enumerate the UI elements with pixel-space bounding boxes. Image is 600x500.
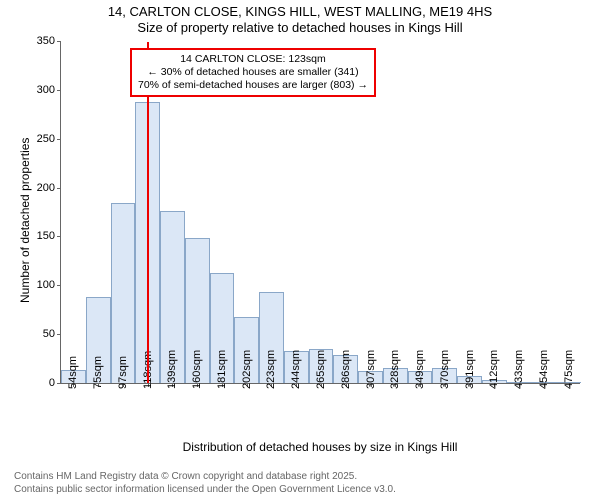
x-tick: 328sqm <box>389 350 401 389</box>
x-tick: 370sqm <box>439 350 451 389</box>
x-tick: 139sqm <box>166 350 178 389</box>
title-line-1: 14, CARLTON CLOSE, KINGS HILL, WEST MALL… <box>0 4 600 20</box>
x-tick: 412sqm <box>488 350 500 389</box>
x-tick: 223sqm <box>265 350 277 389</box>
x-tick: 349sqm <box>414 350 426 389</box>
x-tick: 202sqm <box>241 350 253 389</box>
y-tick: 300 <box>37 84 61 96</box>
annotation-line-2: ← 30% of detached houses are smaller (34… <box>138 66 368 79</box>
y-axis-label: Number of detached properties <box>18 138 32 303</box>
x-tick: 286sqm <box>340 350 352 389</box>
annotation-line-3: 70% of semi-detached houses are larger (… <box>138 79 368 92</box>
x-tick: 54sqm <box>67 356 79 389</box>
footer-attribution: Contains HM Land Registry data © Crown c… <box>14 471 396 496</box>
x-tick: 97sqm <box>117 356 129 389</box>
x-tick: 160sqm <box>191 350 203 389</box>
y-tick: 100 <box>37 279 61 291</box>
footer-line-1: Contains HM Land Registry data © Crown c… <box>14 471 396 484</box>
y-tick: 350 <box>37 35 61 47</box>
x-tick: 454sqm <box>538 350 550 389</box>
x-tick: 265sqm <box>315 350 327 389</box>
x-tick: 475sqm <box>563 350 575 389</box>
chart-container: 14, CARLTON CLOSE, KINGS HILL, WEST MALL… <box>0 0 600 500</box>
y-tick: 150 <box>37 230 61 242</box>
y-tick: 200 <box>37 182 61 194</box>
x-tick: 244sqm <box>290 350 302 389</box>
x-tick: 391sqm <box>464 350 476 389</box>
annotation-line-1: 14 CARLTON CLOSE: 123sqm <box>138 53 368 66</box>
footer-line-2: Contains public sector information licen… <box>14 484 396 497</box>
y-tick: 250 <box>37 133 61 145</box>
title-block: 14, CARLTON CLOSE, KINGS HILL, WEST MALL… <box>0 0 600 37</box>
x-tick: 181sqm <box>216 350 228 389</box>
x-tick: 307sqm <box>365 350 377 389</box>
x-tick: 433sqm <box>513 350 525 389</box>
x-tick: 75sqm <box>92 356 104 389</box>
annotation-box: 14 CARLTON CLOSE: 123sqm← 30% of detache… <box>130 48 376 97</box>
y-tick: 50 <box>43 328 61 340</box>
y-tick: 0 <box>49 377 61 389</box>
x-axis-label: Distribution of detached houses by size … <box>60 440 580 454</box>
title-line-2: Size of property relative to detached ho… <box>0 20 600 36</box>
